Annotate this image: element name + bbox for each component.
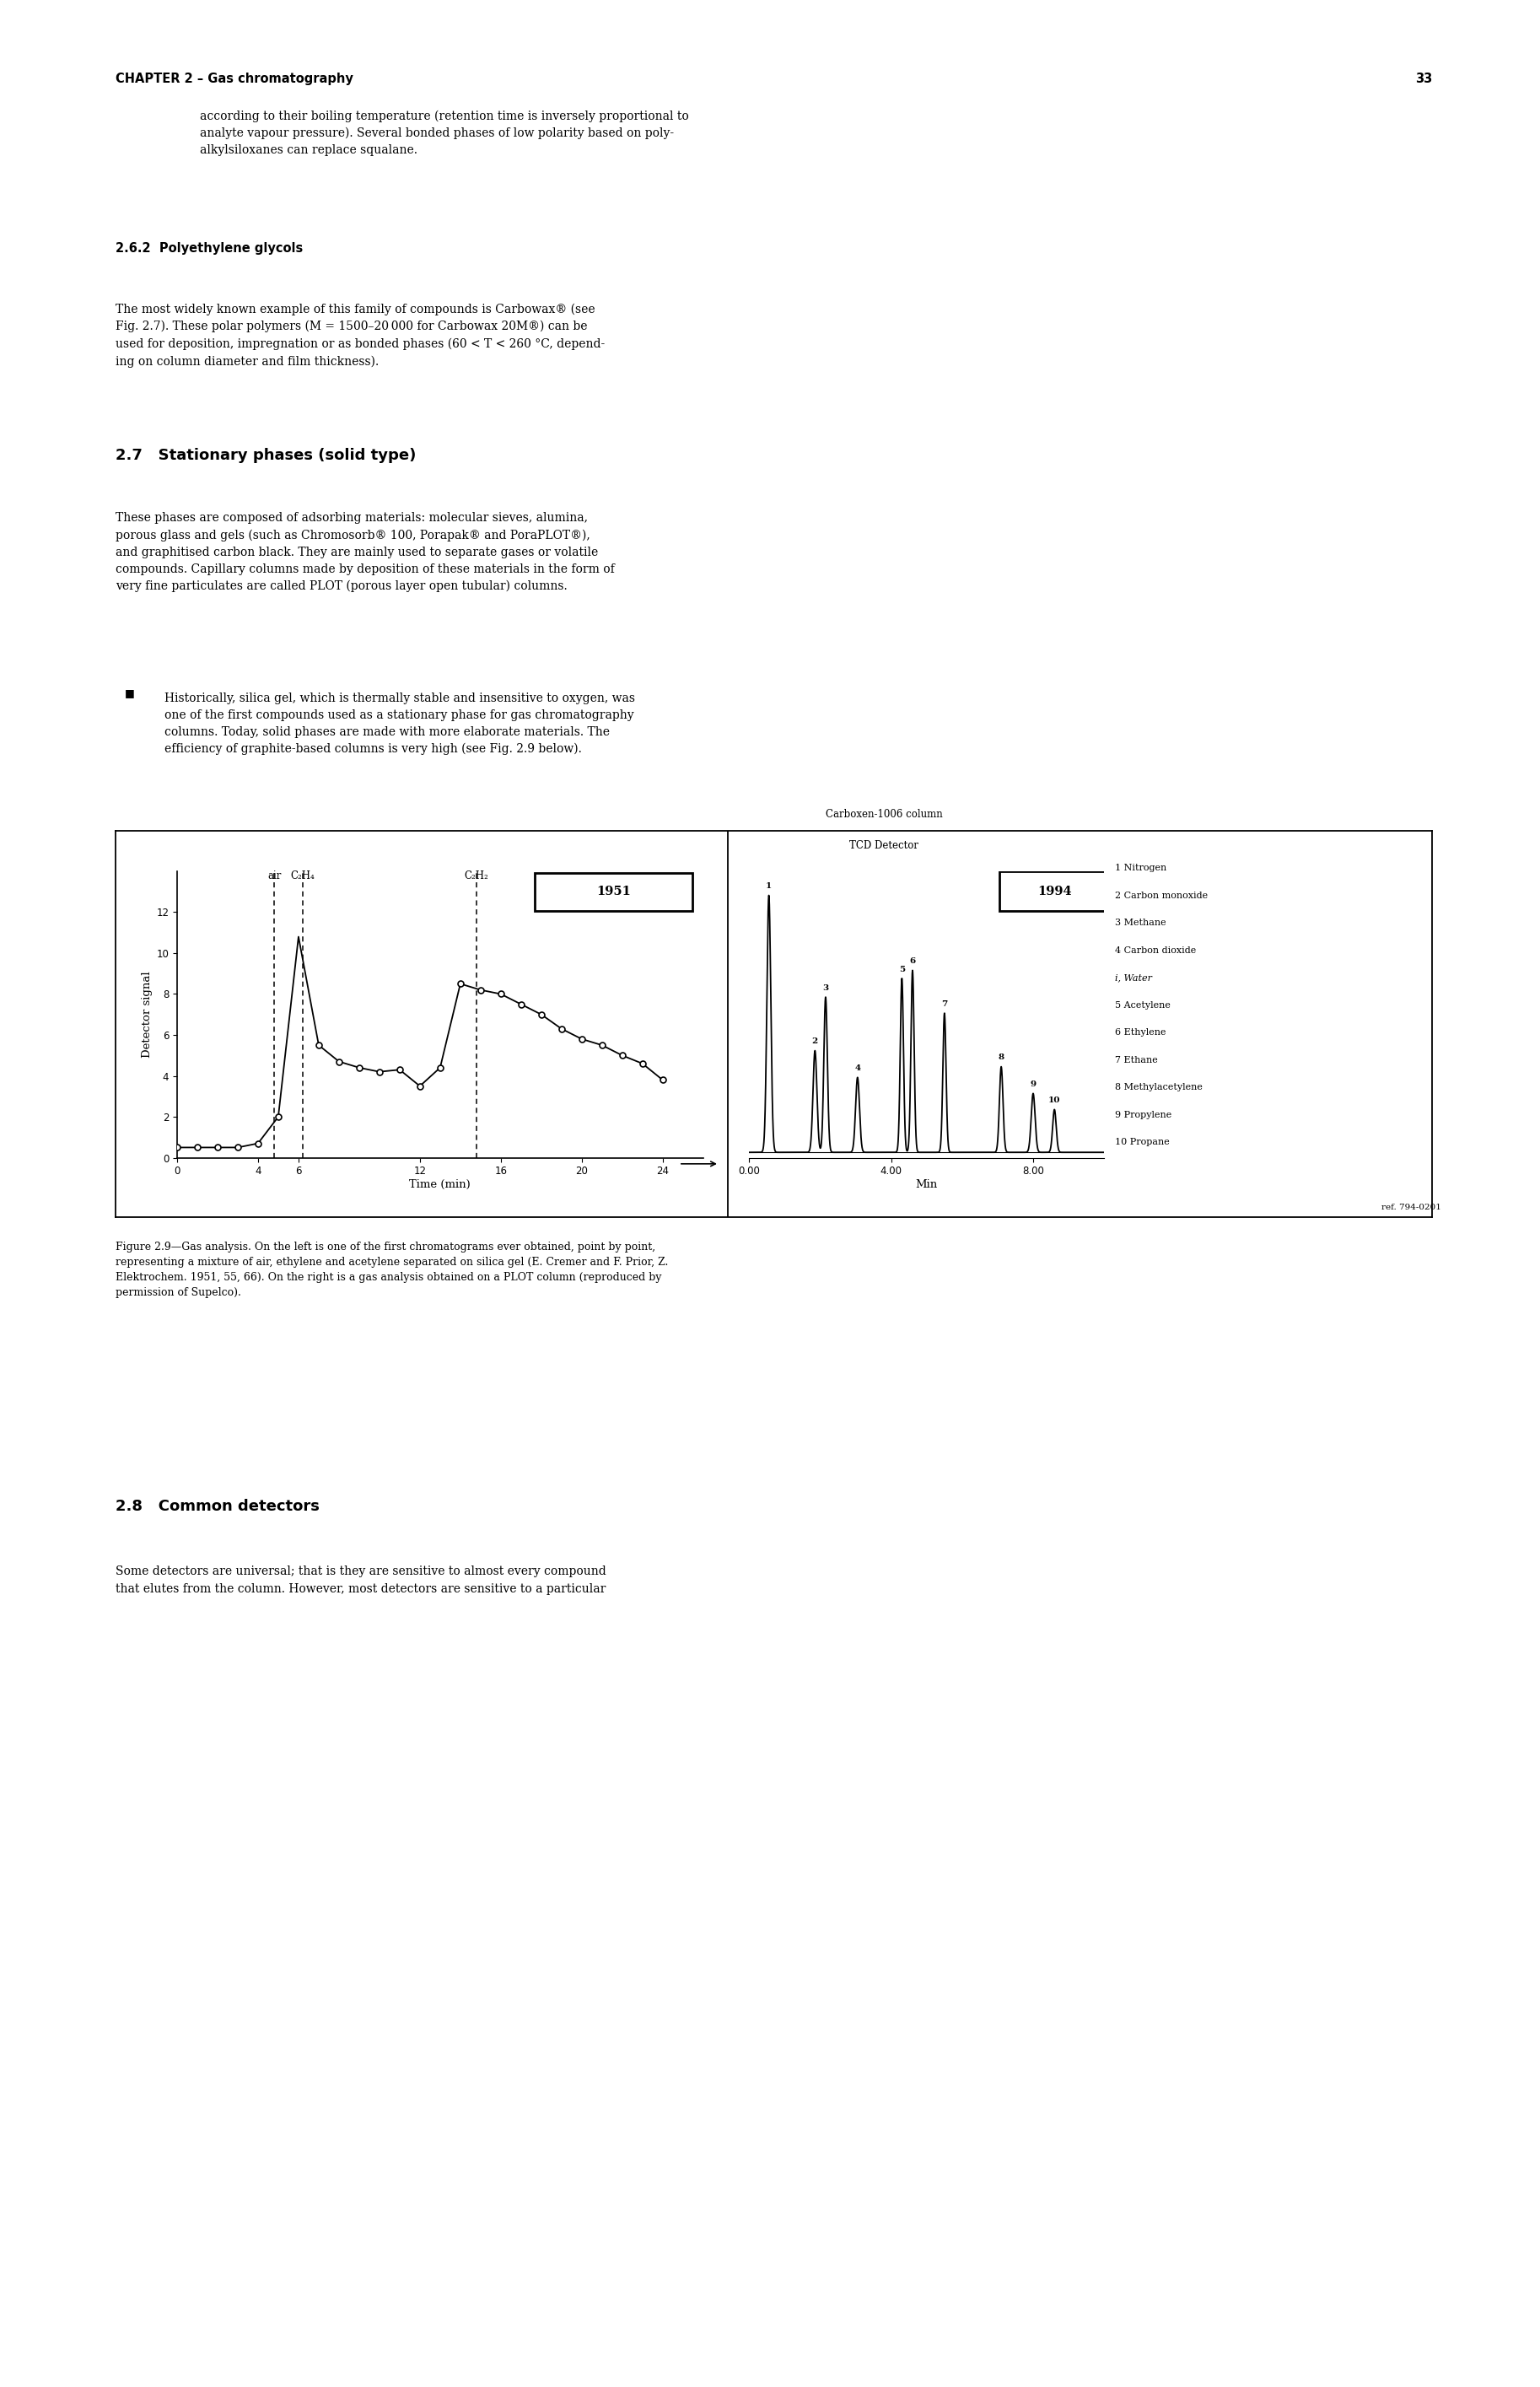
FancyBboxPatch shape bbox=[534, 874, 693, 912]
Y-axis label: Detector signal: Detector signal bbox=[142, 972, 152, 1057]
Text: Figure 2.9—Gas analysis. On the left is one of the first chromatograms ever obta: Figure 2.9—Gas analysis. On the left is … bbox=[116, 1241, 668, 1299]
FancyBboxPatch shape bbox=[999, 871, 1109, 912]
Text: 8: 8 bbox=[998, 1053, 1004, 1062]
Text: 4 Carbon dioxide: 4 Carbon dioxide bbox=[1115, 945, 1197, 955]
Text: 2.8   Common detectors: 2.8 Common detectors bbox=[116, 1499, 319, 1513]
Text: ■: ■ bbox=[125, 687, 134, 699]
Text: 1994: 1994 bbox=[1038, 886, 1072, 898]
Text: 10 Propane: 10 Propane bbox=[1115, 1139, 1169, 1146]
Text: 1951: 1951 bbox=[596, 886, 631, 898]
Text: 9 Propylene: 9 Propylene bbox=[1115, 1110, 1172, 1120]
Text: 10: 10 bbox=[1049, 1096, 1061, 1105]
Text: Historically, silica gel, which is thermally stable and insensitive to oxygen, w: Historically, silica gel, which is therm… bbox=[165, 692, 636, 754]
Text: 9: 9 bbox=[1030, 1081, 1036, 1088]
Text: 2.7   Stationary phases (solid type): 2.7 Stationary phases (solid type) bbox=[116, 449, 416, 463]
Text: These phases are composed of adsorbing materials: molecular sieves, alumina,
por: These phases are composed of adsorbing m… bbox=[116, 513, 614, 592]
X-axis label: Min: Min bbox=[916, 1179, 938, 1191]
Text: 3 Methane: 3 Methane bbox=[1115, 919, 1166, 926]
Text: 1 Nitrogen: 1 Nitrogen bbox=[1115, 864, 1166, 871]
Text: ref. 794-0201: ref. 794-0201 bbox=[1381, 1203, 1441, 1210]
Text: TCD Detector: TCD Detector bbox=[850, 840, 919, 852]
Text: 2 Carbon monoxide: 2 Carbon monoxide bbox=[1115, 890, 1207, 900]
Text: air: air bbox=[268, 871, 282, 881]
Text: Carboxen-1006 column: Carboxen-1006 column bbox=[825, 809, 942, 819]
Text: 4: 4 bbox=[855, 1065, 861, 1072]
Text: 6 Ethylene: 6 Ethylene bbox=[1115, 1029, 1166, 1036]
Text: 2: 2 bbox=[812, 1038, 818, 1046]
Text: 6: 6 bbox=[910, 957, 916, 964]
Text: CHAPTER 2 – Gas chromatography: CHAPTER 2 – Gas chromatography bbox=[116, 74, 353, 86]
Text: 33: 33 bbox=[1415, 74, 1432, 86]
Text: The most widely known example of this family of compounds is Carbowax® (see
Fig.: The most widely known example of this fa… bbox=[116, 303, 605, 368]
Text: according to their boiling temperature (retention time is inversely proportional: according to their boiling temperature (… bbox=[200, 110, 688, 155]
Text: 2.6.2  Polyethylene glycols: 2.6.2 Polyethylene glycols bbox=[116, 243, 303, 255]
Text: 5 Acetylene: 5 Acetylene bbox=[1115, 1000, 1170, 1010]
Text: C₂H₂: C₂H₂ bbox=[465, 871, 488, 881]
Text: C₂H₄: C₂H₄ bbox=[291, 871, 314, 881]
Text: 5: 5 bbox=[899, 964, 906, 974]
Text: 7: 7 bbox=[941, 1000, 947, 1007]
Text: 8 Methylacetylene: 8 Methylacetylene bbox=[1115, 1084, 1203, 1091]
Text: i, Water: i, Water bbox=[1115, 974, 1152, 981]
Text: 7 Ethane: 7 Ethane bbox=[1115, 1055, 1158, 1065]
X-axis label: Time (min): Time (min) bbox=[410, 1179, 471, 1191]
Text: 3: 3 bbox=[822, 983, 829, 991]
Text: 1: 1 bbox=[765, 883, 772, 890]
Text: Some detectors are universal; that is they are sensitive to almost every compoun: Some detectors are universal; that is th… bbox=[116, 1566, 607, 1595]
